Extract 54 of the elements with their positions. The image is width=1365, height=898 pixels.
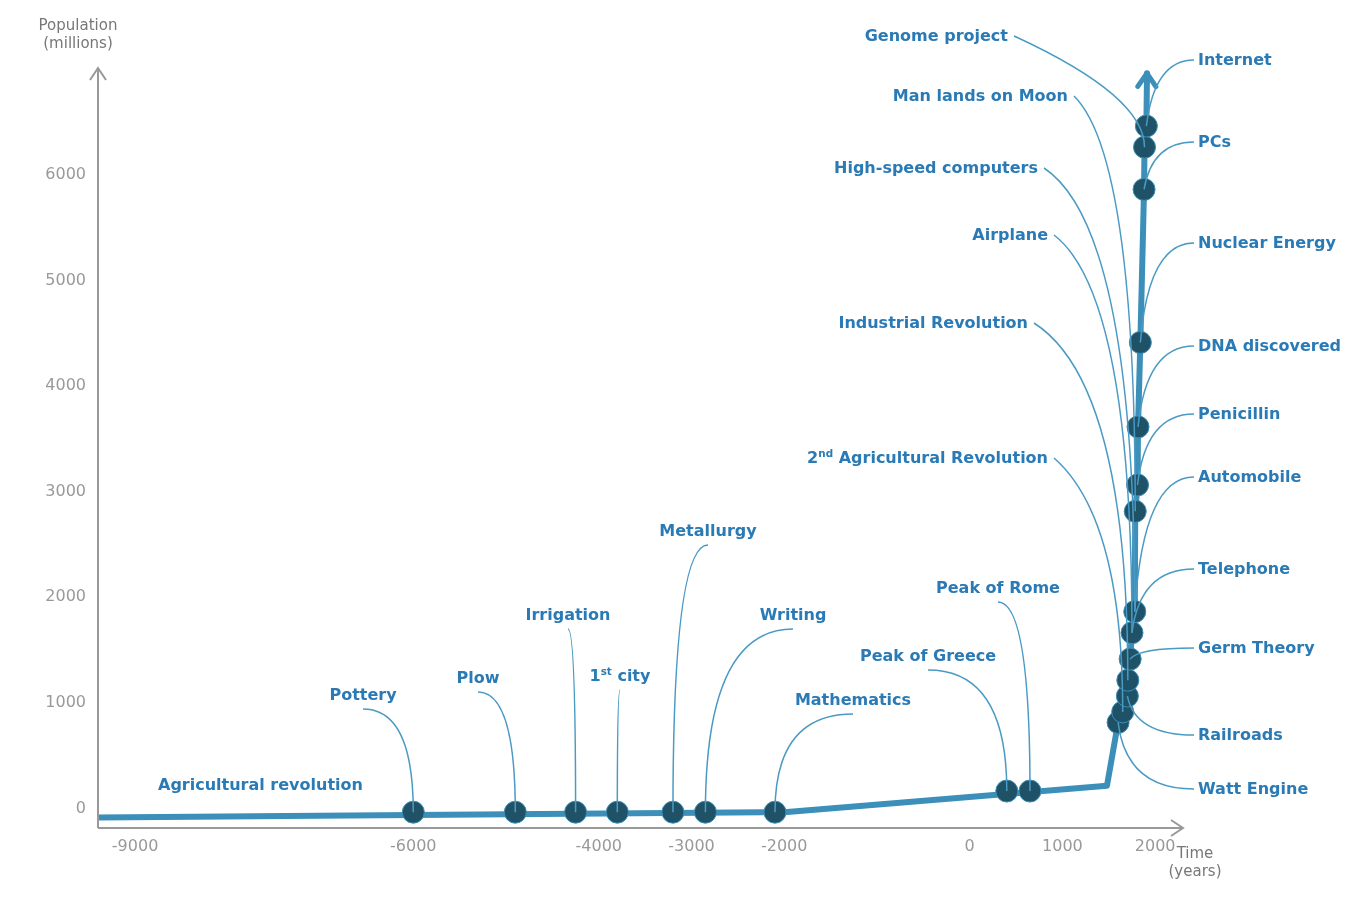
x-tick-label: 0 <box>964 836 975 856</box>
point <box>503 800 527 824</box>
annotation: PCs <box>1198 132 1231 151</box>
x-tick-label: -9000 <box>111 836 159 856</box>
annotation: Metallurgy <box>659 521 758 540</box>
annotation: Penicillin <box>1198 404 1281 423</box>
x-tick-label: -6000 <box>390 836 437 856</box>
x-tick-label: -2000 <box>760 836 808 856</box>
point <box>693 800 717 824</box>
y-tick-label: 3000 <box>45 480 86 500</box>
y-tick-label: 0 <box>75 797 86 817</box>
point <box>605 800 629 824</box>
annotation: Railroads <box>1198 725 1283 744</box>
annotation: Nuclear Energy <box>1198 233 1337 252</box>
point <box>763 800 787 824</box>
annotation: Industrial Revolution <box>838 313 1028 332</box>
y-axis-title: Population (millions) <box>38 16 118 52</box>
annotation: Airplane <box>972 225 1049 244</box>
annotation: Germ Theory <box>1198 638 1316 657</box>
annotation: 1$^{st}$ city <box>589 665 652 685</box>
y-tick-label: 4000 <box>45 375 86 395</box>
annotation: Writing <box>759 605 827 624</box>
annotation: Genome project <box>864 26 1009 45</box>
annotation: Watt Engine <box>1198 779 1309 798</box>
point <box>1132 177 1156 201</box>
annotation: High-speed computers <box>834 158 1038 177</box>
y-tick-label: 6000 <box>45 164 86 184</box>
point <box>1128 330 1152 354</box>
point <box>1018 779 1042 803</box>
annotation: Irrigation <box>525 605 611 624</box>
annotation: Automobile <box>1198 467 1302 486</box>
annotation: 2$^{nd}$ Agricultural Revolution <box>807 447 1048 467</box>
annotation: Plow <box>456 668 500 687</box>
y-tick-label: 5000 <box>45 269 86 289</box>
annotation: Internet <box>1198 50 1272 69</box>
annotation: Mathematics <box>794 690 912 709</box>
point <box>564 800 588 824</box>
x-tick-label: -4000 <box>575 836 623 856</box>
point <box>1133 135 1157 159</box>
annotation: Telephone <box>1198 559 1291 578</box>
annotation: Peak of Rome <box>936 578 1061 597</box>
annotation: Agricultural revolution <box>158 775 363 794</box>
annotation: Man lands on Moon <box>892 86 1068 105</box>
point <box>661 800 685 824</box>
y-tick-label: 1000 <box>45 692 86 712</box>
annotation: Pottery <box>329 685 398 704</box>
x-tick-label: -3000 <box>668 836 715 856</box>
annotation: DNA discovered <box>1198 336 1342 355</box>
point <box>995 779 1019 803</box>
x-tick-label: 2000 <box>1134 836 1176 856</box>
y-tick-label: 2000 <box>45 586 86 606</box>
point <box>401 800 425 824</box>
annotation: Peak of Greece <box>859 646 997 665</box>
x-tick-label: 1000 <box>1042 836 1083 856</box>
